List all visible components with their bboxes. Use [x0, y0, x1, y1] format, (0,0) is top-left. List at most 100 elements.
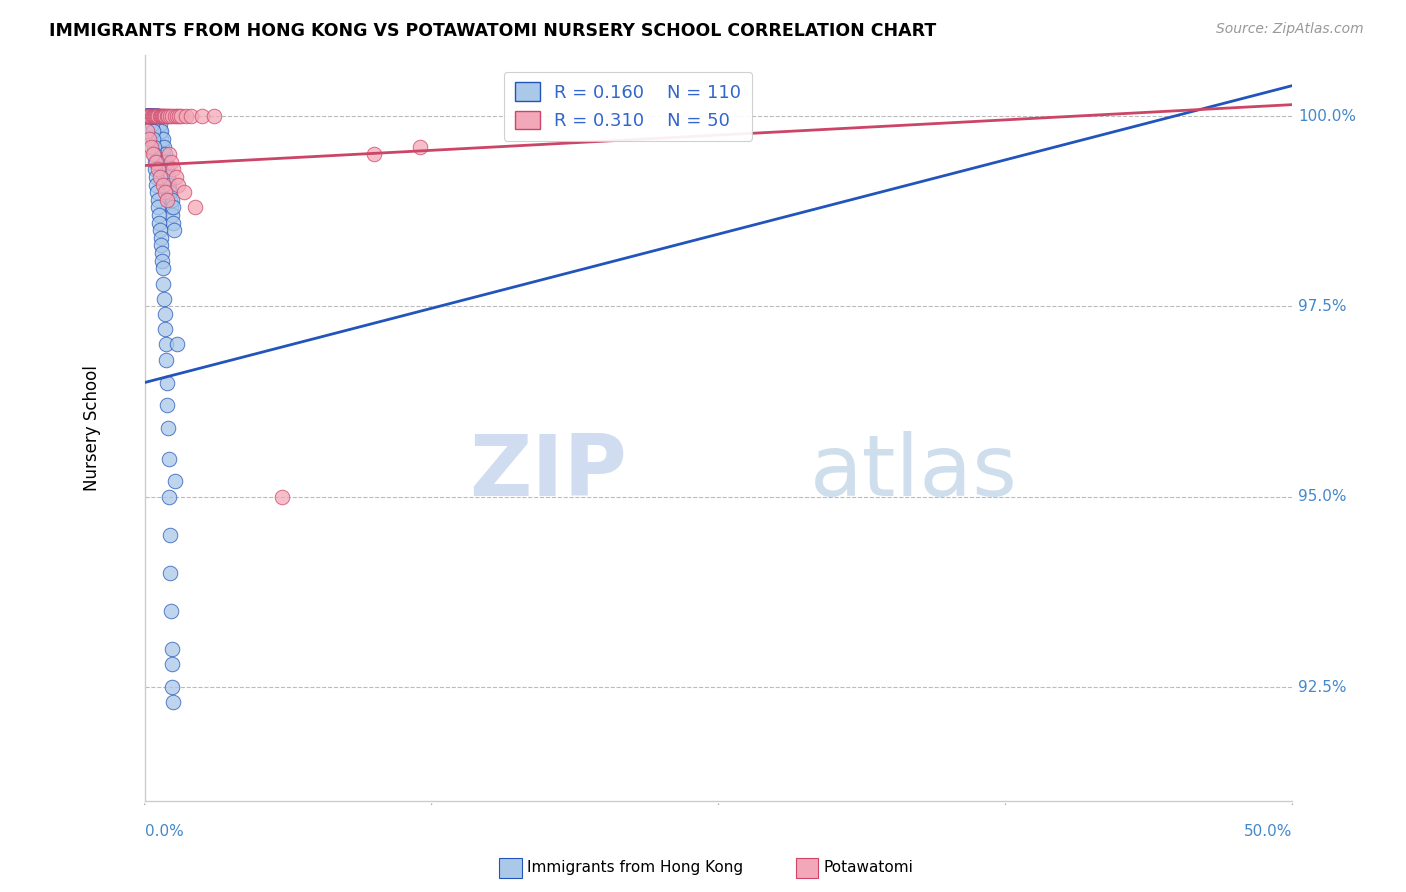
- Point: [143, 109, 166, 123]
- Point: [150, 238, 173, 252]
- Point: [146, 109, 169, 123]
- Point: [139, 109, 162, 123]
- Point: [159, 566, 181, 580]
- Point: [146, 109, 169, 123]
- Point: [146, 109, 169, 123]
- Point: [139, 139, 162, 153]
- Point: [160, 642, 183, 657]
- Point: [150, 139, 173, 153]
- Point: [157, 490, 180, 504]
- Point: [138, 109, 160, 123]
- Point: [145, 109, 167, 123]
- Point: [141, 109, 163, 123]
- Point: [138, 109, 160, 123]
- Point: [153, 307, 176, 321]
- Point: [155, 109, 177, 123]
- Point: [148, 216, 170, 230]
- Point: [136, 109, 159, 123]
- Point: [145, 169, 167, 184]
- Point: [271, 490, 294, 504]
- Point: [160, 154, 183, 169]
- Point: [136, 109, 159, 123]
- Text: Potawatomi: Potawatomi: [824, 861, 914, 875]
- Point: [162, 680, 184, 694]
- Point: [139, 109, 162, 123]
- Point: [174, 109, 197, 123]
- Point: [136, 109, 159, 123]
- Point: [146, 109, 169, 123]
- Point: [136, 109, 159, 123]
- Point: [150, 124, 173, 138]
- Point: [153, 185, 176, 199]
- Point: [138, 109, 160, 123]
- Point: [155, 109, 177, 123]
- Point: [152, 132, 174, 146]
- Point: [157, 169, 180, 184]
- Point: [409, 139, 432, 153]
- Point: [148, 109, 170, 123]
- Point: [191, 109, 214, 123]
- Text: ZIP: ZIP: [470, 432, 627, 515]
- Point: [149, 223, 172, 237]
- Point: [162, 162, 184, 177]
- Point: [156, 376, 179, 390]
- Point: [141, 109, 163, 123]
- Point: [149, 117, 172, 131]
- Point: [142, 109, 165, 123]
- Point: [142, 147, 165, 161]
- Point: [135, 109, 157, 123]
- Point: [142, 109, 165, 123]
- Text: 97.5%: 97.5%: [1298, 299, 1347, 314]
- Point: [138, 109, 160, 123]
- Point: [135, 109, 157, 123]
- Text: 92.5%: 92.5%: [1298, 680, 1347, 695]
- Point: [153, 322, 176, 336]
- Point: [160, 657, 183, 672]
- Point: [162, 208, 184, 222]
- Point: [142, 109, 165, 123]
- Point: [139, 109, 162, 123]
- Point: [142, 109, 165, 123]
- Point: [145, 162, 167, 177]
- Point: [141, 117, 163, 131]
- Point: [139, 109, 162, 123]
- Point: [156, 162, 179, 177]
- Point: [150, 246, 173, 260]
- Point: [152, 277, 174, 291]
- Point: [162, 216, 184, 230]
- Point: [143, 109, 166, 123]
- Point: [159, 178, 181, 192]
- Point: [167, 109, 190, 123]
- Text: Source: ZipAtlas.com: Source: ZipAtlas.com: [1216, 22, 1364, 37]
- Point: [142, 109, 165, 123]
- Point: [136, 109, 159, 123]
- Point: [143, 147, 166, 161]
- Point: [135, 109, 157, 123]
- Point: [363, 147, 385, 161]
- Point: [146, 193, 169, 207]
- Point: [153, 292, 176, 306]
- Point: [162, 201, 184, 215]
- Point: [148, 208, 170, 222]
- Point: [170, 109, 193, 123]
- Point: [143, 109, 166, 123]
- Point: [173, 185, 195, 199]
- Point: [156, 398, 179, 412]
- Point: [152, 139, 174, 153]
- Point: [135, 109, 157, 123]
- Point: [159, 185, 181, 199]
- Point: [136, 109, 159, 123]
- Point: [148, 201, 170, 215]
- Point: [135, 124, 157, 138]
- Point: [152, 109, 174, 123]
- Point: [135, 109, 157, 123]
- Point: [184, 201, 207, 215]
- Point: [138, 109, 160, 123]
- Point: [163, 223, 186, 237]
- Legend: R = 0.160    N = 110, R = 0.310    N = 50: R = 0.160 N = 110, R = 0.310 N = 50: [503, 71, 752, 141]
- Point: [165, 169, 187, 184]
- Point: [142, 139, 165, 153]
- Point: [149, 109, 172, 123]
- Point: [149, 231, 172, 245]
- Text: 0.0%: 0.0%: [145, 823, 183, 838]
